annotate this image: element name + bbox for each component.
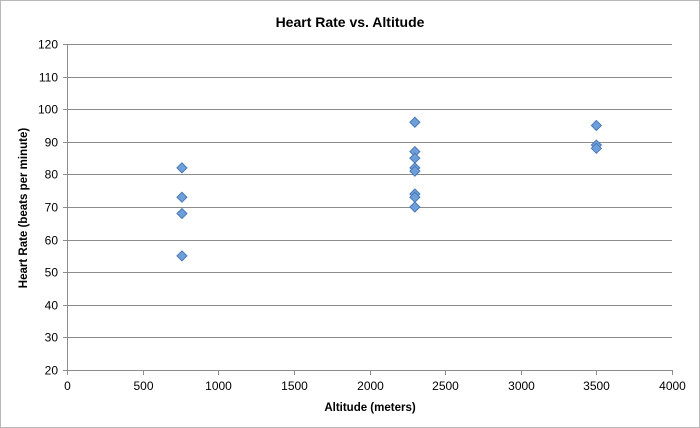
y-tick-label-20: 20 bbox=[45, 364, 59, 378]
data-point bbox=[409, 152, 421, 164]
y-tick-label-40: 40 bbox=[45, 299, 59, 313]
x-tick-label-1500: 1500 bbox=[281, 379, 308, 393]
data-point bbox=[176, 191, 188, 203]
x-tick-label-1000: 1000 bbox=[205, 379, 232, 393]
x-tick-label-3500: 3500 bbox=[583, 379, 610, 393]
data-point bbox=[590, 119, 603, 132]
chart-title: Heart Rate vs. Altitude bbox=[276, 14, 425, 30]
y-tick-label-70: 70 bbox=[45, 201, 59, 215]
gridlines bbox=[67, 44, 672, 338]
data-point bbox=[176, 162, 188, 174]
x-axis-title: Altitude (meters) bbox=[324, 402, 416, 414]
data-point bbox=[409, 116, 421, 128]
x-tick-label-2500: 2500 bbox=[432, 379, 459, 393]
axes bbox=[63, 44, 673, 375]
y-axis-title: Heart Rate (beats per minute) bbox=[18, 128, 30, 289]
y-tick-label-50: 50 bbox=[45, 266, 59, 280]
x-tick-label-4000: 4000 bbox=[659, 379, 686, 393]
y-tick-label-60: 60 bbox=[45, 234, 59, 248]
y-tick-label-80: 80 bbox=[45, 168, 59, 182]
y-tick-label-120: 120 bbox=[38, 38, 58, 52]
data-point bbox=[590, 142, 603, 155]
x-tick-label-3000: 3000 bbox=[508, 379, 535, 393]
x-tick-label-2000: 2000 bbox=[357, 379, 384, 393]
x-tick-labels: 0 500 1000 1500 2000 2500 3000 3500 4000 bbox=[64, 379, 686, 393]
y-tick-label-110: 110 bbox=[39, 71, 58, 85]
y-tick-label-90: 90 bbox=[45, 136, 59, 150]
y-tick-label-30: 30 bbox=[45, 331, 59, 345]
data-point bbox=[409, 201, 421, 213]
x-tick-label-500: 500 bbox=[133, 379, 153, 393]
data-point bbox=[409, 165, 421, 177]
y-tick-label-100: 100 bbox=[38, 103, 58, 117]
y-tick-labels: 20 30 40 50 60 70 80 90 100 110 120 bbox=[38, 38, 58, 378]
x-tick-label-0: 0 bbox=[64, 379, 71, 393]
data-point bbox=[176, 250, 188, 262]
data-point bbox=[176, 207, 188, 220]
data-points bbox=[176, 116, 603, 262]
